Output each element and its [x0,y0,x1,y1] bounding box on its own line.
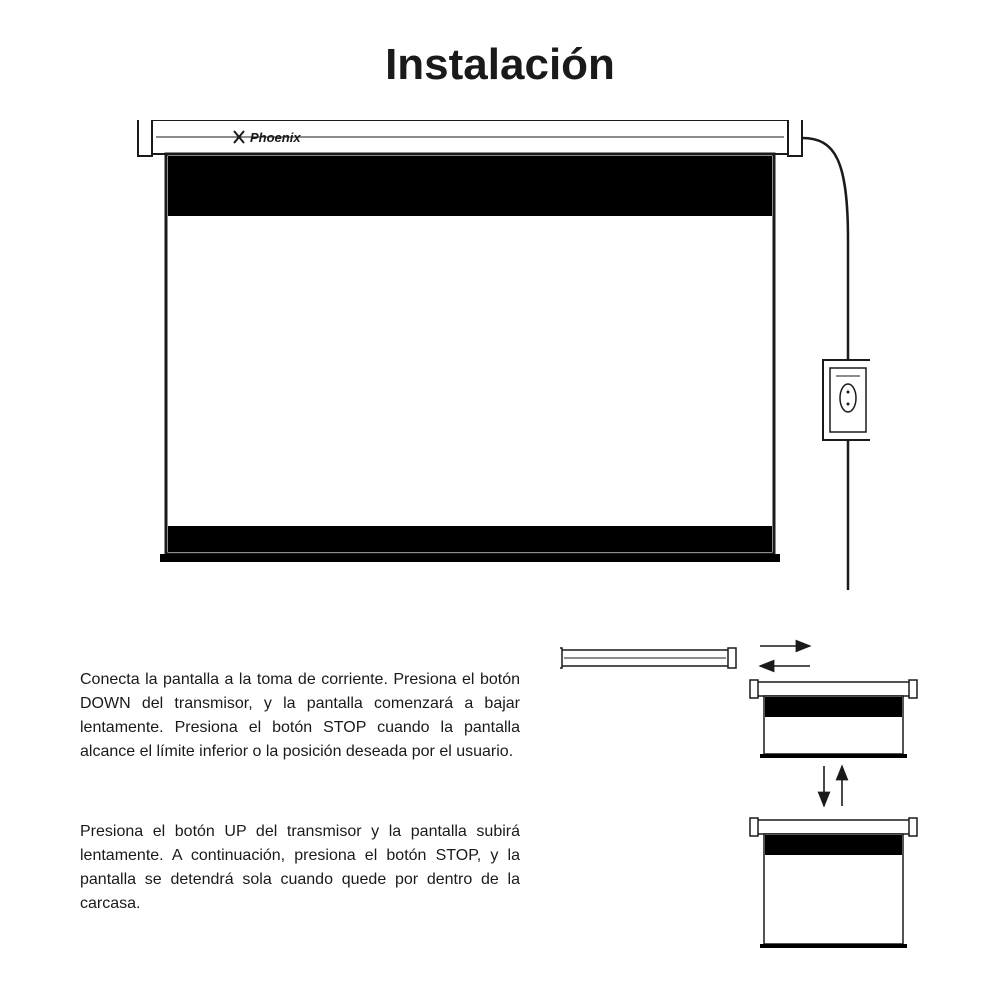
page-title: Instalación [0,40,1000,90]
state-full-open-icon [750,818,917,948]
brand-label: Phoenix [250,130,301,145]
state-closed-icon [560,648,736,668]
instruction-paragraph-1: Conecta la pantalla a la toma de corrien… [80,668,520,764]
screen-frame [166,154,774,554]
screen-housing: Phoenix [138,120,802,156]
screen-bottom-bar [160,554,780,562]
instruction-paragraph-2: Presiona el botón UP del transmisor y la… [80,820,520,916]
state-diagrams [560,638,920,958]
wall-outlet-icon [823,360,870,440]
main-diagram: Phoenix [130,120,870,600]
power-cable-icon [802,138,848,360]
state-half-open-icon [750,680,917,758]
